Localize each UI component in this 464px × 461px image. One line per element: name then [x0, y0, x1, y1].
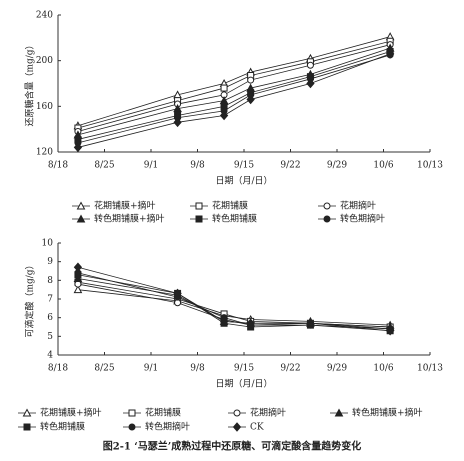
legend-marker — [195, 202, 203, 210]
data-point — [173, 104, 182, 113]
x-tick-label: 10/13 — [417, 161, 443, 171]
legend-label: 转色期铺膜+摘叶 — [352, 407, 423, 419]
legend-marker — [128, 409, 136, 417]
y-tick-label: 9 — [47, 257, 53, 267]
data-point — [73, 262, 83, 273]
series-line — [77, 54, 391, 144]
legend-label: 转色期铺膜 — [212, 213, 257, 225]
legend-label: 转色期铺膜 — [40, 421, 85, 433]
y-tick-label: 4 — [47, 351, 53, 361]
y-axis-label: 可滴定酸（mg/g） — [24, 260, 36, 337]
legend-marker — [233, 409, 241, 417]
legend-marker — [195, 215, 203, 223]
x-tick-label: 9/15 — [234, 364, 254, 374]
data-point — [246, 318, 255, 329]
data-point — [219, 316, 229, 327]
data-point — [385, 49, 395, 59]
series-line — [77, 36, 391, 127]
series-line — [77, 289, 391, 326]
legend-label: 转色期铺膜+摘叶 — [94, 213, 165, 225]
series-line — [77, 44, 391, 132]
data-point — [173, 288, 182, 299]
x-tick-label: 10/6 — [373, 364, 393, 374]
y-tick-label: 10 — [42, 239, 54, 249]
x-tick-label: 10/6 — [373, 161, 393, 171]
legend-marker — [323, 215, 331, 223]
legend-label: 花期铺膜+摘叶 — [94, 200, 156, 212]
legend-label: CK — [250, 423, 264, 433]
data-point — [219, 96, 229, 105]
x-tick-label: 9/22 — [280, 364, 300, 374]
x-tick-label: 8/25 — [94, 364, 114, 374]
legend-marker — [76, 201, 86, 210]
legend-label: 花期摘叶 — [340, 200, 376, 212]
y-tick-label: 200 — [36, 56, 53, 66]
legend-label: 花期铺膜 — [212, 200, 248, 212]
data-point — [306, 78, 315, 89]
x-tick-label: 9/22 — [280, 161, 300, 171]
x-tick-label: 8/18 — [48, 364, 68, 374]
x-axis-label: 日期（月/日） — [215, 379, 272, 390]
x-tick-label: 9/1 — [144, 364, 158, 374]
data-point — [246, 94, 255, 105]
legend-label: 花期摘叶 — [250, 407, 286, 419]
x-tick-label: 9/8 — [190, 364, 205, 374]
legend-marker — [23, 423, 31, 431]
x-tick-label: 8/18 — [48, 161, 68, 171]
y-tick-label: 120 — [36, 148, 53, 158]
legend-label: 转色期摘叶 — [145, 421, 190, 433]
caption: 图2-1 ‘马瑟兰’成熟过程中还原糖、可滴定酸含量趋势变化 — [103, 440, 362, 453]
data-point — [73, 142, 83, 153]
x-tick-label: 9/1 — [144, 161, 158, 171]
series-line — [77, 53, 391, 148]
data-point — [219, 110, 229, 121]
y-tick-label: 8 — [47, 276, 53, 286]
series-line — [77, 47, 391, 136]
y-tick-label: 5 — [47, 332, 53, 342]
x-tick-label: 8/25 — [94, 161, 114, 171]
data-point — [173, 117, 182, 128]
legend-marker — [334, 408, 344, 417]
legend-marker — [323, 202, 331, 210]
x-tick-label: 9/29 — [327, 161, 347, 171]
legend-label: 花期铺膜 — [145, 407, 181, 419]
x-tick-label: 9/29 — [327, 364, 347, 374]
y-tick-label: 240 — [36, 11, 53, 21]
series-line — [77, 40, 391, 129]
legend-marker — [22, 408, 32, 417]
x-axis-label: 日期（月/日） — [215, 176, 272, 187]
x-tick-label: 9/8 — [190, 161, 205, 171]
y-tick-label: 7 — [47, 295, 53, 305]
data-point — [247, 76, 255, 84]
series-line — [77, 278, 391, 328]
data-point — [306, 61, 314, 69]
x-tick-label: 10/13 — [417, 364, 443, 374]
series-line — [77, 266, 391, 332]
data-point — [306, 318, 315, 329]
series-line — [77, 274, 391, 332]
legend-label: 花期铺膜+摘叶 — [40, 407, 102, 419]
data-point — [220, 84, 228, 92]
legend-marker — [128, 423, 136, 431]
data-point — [73, 285, 83, 294]
y-axis-label: 还原糖含量（mg/g） — [24, 40, 36, 126]
legend-marker — [232, 422, 242, 432]
legend-label: 转色期摘叶 — [340, 213, 385, 225]
x-tick-label: 9/15 — [234, 161, 254, 171]
series-line — [77, 272, 391, 330]
series-line — [77, 51, 391, 140]
y-tick-label: 6 — [47, 313, 53, 323]
y-tick-label: 160 — [36, 102, 53, 112]
data-point — [385, 325, 395, 336]
legend-marker — [76, 214, 86, 223]
